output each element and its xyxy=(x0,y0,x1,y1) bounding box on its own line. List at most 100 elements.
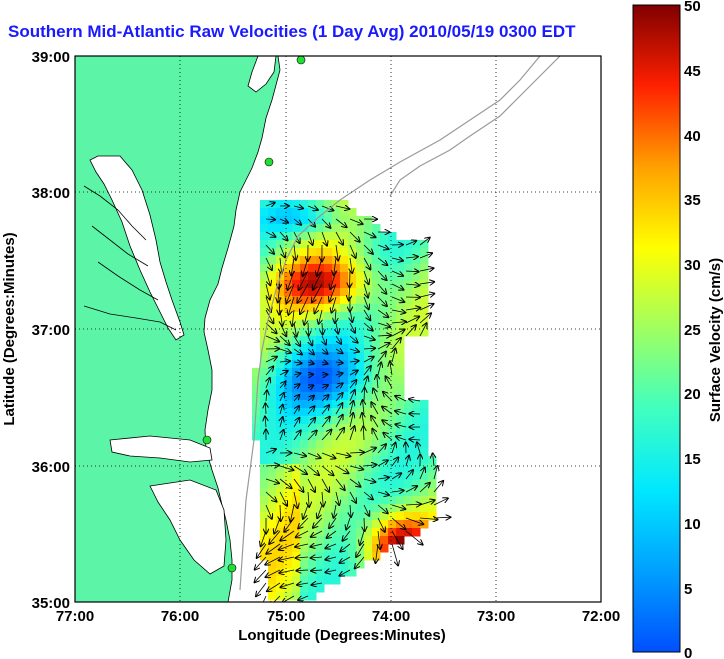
velocity-cell xyxy=(316,536,325,545)
velocity-cell xyxy=(276,400,285,409)
velocity-cell xyxy=(284,496,293,505)
velocity-cell xyxy=(276,336,285,345)
velocity-arrow xyxy=(391,490,404,492)
velocity-cell xyxy=(308,440,317,449)
velocity-arrow xyxy=(336,244,338,260)
velocity-arrow xyxy=(419,483,430,493)
velocity-cell xyxy=(356,264,365,273)
velocity-cell xyxy=(260,360,269,369)
colorbar xyxy=(632,4,681,653)
velocity-cell xyxy=(348,320,357,329)
velocity-cell xyxy=(332,392,341,401)
velocity-cell xyxy=(428,456,437,465)
velocity-arrow xyxy=(274,517,281,534)
x-axis-label: Longitude (Degrees:Minutes) xyxy=(238,627,446,644)
velocity-cell xyxy=(324,288,333,297)
velocity-cell xyxy=(348,224,357,233)
velocity-cell xyxy=(396,336,405,345)
velocity-cell xyxy=(316,304,325,313)
velocity-cell xyxy=(276,576,285,585)
velocity-cell xyxy=(380,528,389,537)
velocity-cell xyxy=(292,352,301,361)
velocity-cell xyxy=(348,536,357,545)
velocity-cell xyxy=(420,520,429,529)
velocity-arrow xyxy=(330,270,337,289)
velocity-arrow xyxy=(298,517,309,528)
velocity-cell xyxy=(276,216,285,225)
velocity-arrow xyxy=(286,283,295,303)
velocity-cell xyxy=(364,488,373,497)
velocity-cell xyxy=(332,400,341,409)
colorbar-tick-label: 0 xyxy=(684,645,692,659)
velocity-arrow xyxy=(335,335,341,344)
velocity-cell xyxy=(396,456,405,465)
velocity-cell xyxy=(340,272,349,281)
velocity-cell xyxy=(284,392,293,401)
velocity-arrow xyxy=(265,231,275,237)
velocity-arrow xyxy=(296,570,309,571)
velocity-arrow xyxy=(364,377,368,389)
velocity-cell xyxy=(332,472,341,481)
velocity-cell xyxy=(284,376,293,385)
velocity-arrow xyxy=(265,283,270,299)
velocity-cell xyxy=(276,240,285,249)
velocity-arrow xyxy=(307,396,314,402)
velocity-cell xyxy=(276,328,285,337)
velocity-arrow xyxy=(419,294,434,297)
velocity-cell xyxy=(332,248,341,257)
velocity-arrow xyxy=(363,504,369,516)
velocity-cell xyxy=(372,528,381,537)
velocity-arrow xyxy=(363,257,370,269)
velocity-cell xyxy=(292,384,301,393)
velocity-cell xyxy=(284,304,293,313)
y-axis-label: Latitude (Degrees:Minutes) xyxy=(1,232,18,425)
velocity-cell xyxy=(356,424,365,433)
velocity-cell xyxy=(396,400,405,409)
colorbar-tick-label: 15 xyxy=(684,451,701,468)
velocity-arrow xyxy=(279,231,288,240)
velocity-cell xyxy=(364,344,373,353)
velocity-cell xyxy=(372,464,381,473)
velocity-cell xyxy=(268,256,277,265)
velocity-arrow xyxy=(329,517,337,528)
velocity-cell xyxy=(260,312,269,321)
velocity-cell xyxy=(300,400,309,409)
velocity-cell xyxy=(268,296,277,305)
velocity-arrow xyxy=(294,322,297,337)
velocity-cell xyxy=(268,456,277,465)
velocity-cell xyxy=(396,512,405,521)
velocity-arrow xyxy=(307,231,313,245)
velocity-arrow xyxy=(307,478,315,492)
velocity-arrow xyxy=(433,453,434,467)
velocity-cell xyxy=(372,512,381,521)
velocity-cell xyxy=(332,568,341,577)
velocity-arrow xyxy=(378,530,380,549)
velocity-cell xyxy=(324,464,333,473)
velocity-cell xyxy=(372,312,381,321)
velocity-cell xyxy=(340,392,349,401)
velocity-cell xyxy=(308,432,317,441)
velocity-cell xyxy=(276,440,285,449)
velocity-cell xyxy=(268,592,277,601)
velocity-cell xyxy=(420,448,429,457)
y-tick-labels: 39:00 38:00 37:00 36:00 35:00 xyxy=(32,49,70,612)
velocity-arrow xyxy=(266,569,281,577)
velocity-cell xyxy=(428,512,437,521)
velocity-cell xyxy=(292,536,301,545)
colorbar-tick-label: 50 xyxy=(684,0,701,15)
velocity-arrow xyxy=(299,270,309,290)
velocity-cell xyxy=(300,368,309,377)
velocity-arrow xyxy=(391,504,405,509)
velocity-cell xyxy=(404,272,413,281)
velocity-arrow xyxy=(346,517,350,530)
velocity-arrow xyxy=(293,418,299,428)
velocity-arrow xyxy=(350,309,352,322)
velocity-arrow xyxy=(335,403,342,415)
velocity-cell xyxy=(396,304,405,313)
velocity-arrow xyxy=(356,543,365,557)
velocity-arrow xyxy=(295,544,309,547)
velocity-arrow xyxy=(265,417,266,428)
velocity-cell xyxy=(260,392,269,401)
velocity-arrow xyxy=(363,231,376,237)
velocity-arrow xyxy=(293,478,304,492)
